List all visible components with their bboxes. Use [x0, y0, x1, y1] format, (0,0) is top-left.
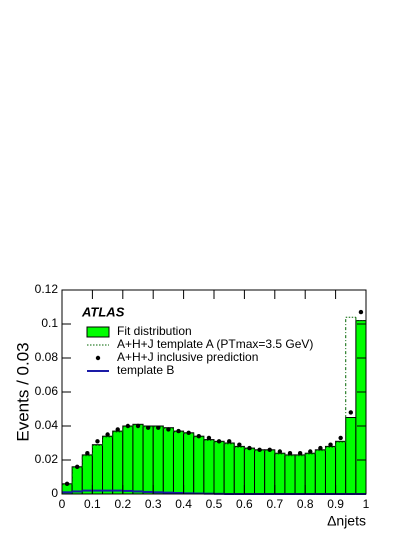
data-point [85, 451, 90, 456]
bar [243, 447, 256, 495]
bar [91, 444, 104, 495]
bar [132, 423, 144, 495]
data-point [125, 423, 131, 429]
bar [81, 454, 93, 495]
data-point [247, 445, 252, 451]
bar [122, 425, 134, 495]
bar [264, 449, 276, 495]
legend-label: A+H+J template A (PTmax=3.5 GeV) [117, 337, 313, 351]
y-tick-label: 0.12 [35, 282, 59, 296]
legend-swatch [95, 355, 101, 361]
bar [223, 442, 235, 495]
data-point [227, 439, 232, 444]
data-point [257, 447, 262, 452]
legend-label: template B [117, 363, 174, 377]
bar [172, 430, 185, 495]
bar [193, 435, 205, 495]
data-point [75, 464, 80, 469]
x-tick-label: 0 [59, 497, 66, 511]
bar [284, 454, 296, 495]
bar [203, 439, 215, 495]
y-tick-label: 0.06 [35, 384, 59, 398]
x-tick-label: 0.2 [114, 497, 131, 511]
data-point [237, 442, 242, 447]
x-tick-label: 0.5 [206, 497, 223, 511]
bar [233, 445, 245, 495]
data-point [206, 435, 212, 441]
data-point [297, 451, 303, 456]
data-point [135, 423, 141, 429]
bar [274, 452, 286, 495]
x-tick-label: 0.7 [266, 497, 283, 511]
bar [102, 435, 114, 495]
data-point [166, 427, 171, 432]
legend-swatch [86, 326, 110, 338]
bar [112, 430, 124, 495]
y-axis-label: Events / 0.03 [13, 342, 32, 441]
data-point [115, 427, 120, 432]
data-point [287, 451, 293, 456]
data-point [267, 447, 272, 452]
data-point [328, 442, 333, 447]
x-tick-label: 0.1 [84, 497, 101, 511]
data-point [348, 410, 353, 415]
bar [162, 427, 174, 495]
x-tick-label: 0.9 [327, 497, 344, 511]
data-point [216, 439, 222, 444]
bar [254, 449, 266, 495]
data-point [105, 432, 110, 437]
bar [314, 449, 326, 495]
legend-label: Fit distribution [117, 324, 192, 338]
x-tick-label: 1 [363, 497, 370, 511]
bar [355, 320, 367, 495]
data-point [358, 309, 364, 315]
data-point [186, 430, 191, 435]
bar [324, 445, 337, 495]
bar [335, 440, 347, 495]
data-point [156, 425, 161, 430]
data-point [95, 439, 100, 444]
y-tick-label: 0.1 [41, 316, 58, 330]
y-tick-label: 0.04 [35, 418, 59, 432]
x-tick-label: 0.8 [297, 497, 314, 511]
data-point [308, 449, 313, 454]
x-tick-label: 0.6 [236, 497, 253, 511]
data-point [277, 449, 283, 454]
data-point [176, 428, 181, 434]
annotation: ATLAS [81, 304, 125, 319]
y-tick-label: 0.08 [35, 350, 59, 364]
bar [304, 452, 316, 495]
x-axis-label: Δnjets [327, 513, 366, 529]
bar [152, 425, 164, 495]
bar [213, 440, 225, 495]
bar [183, 432, 195, 495]
legend-label: A+H+J inclusive prediction [117, 350, 258, 364]
x-tick-label: 0.4 [175, 497, 192, 511]
data-point [64, 481, 70, 486]
bar [71, 466, 83, 495]
data-point [196, 434, 201, 439]
data-point [318, 445, 323, 451]
bar [345, 417, 357, 495]
data-point [145, 425, 151, 430]
bar [142, 425, 154, 495]
bar [294, 454, 306, 495]
y-tick-label: 0.02 [35, 452, 59, 466]
data-point [338, 435, 343, 441]
x-tick-label: 0.3 [145, 497, 162, 511]
y-tick-label: 0 [51, 486, 58, 500]
